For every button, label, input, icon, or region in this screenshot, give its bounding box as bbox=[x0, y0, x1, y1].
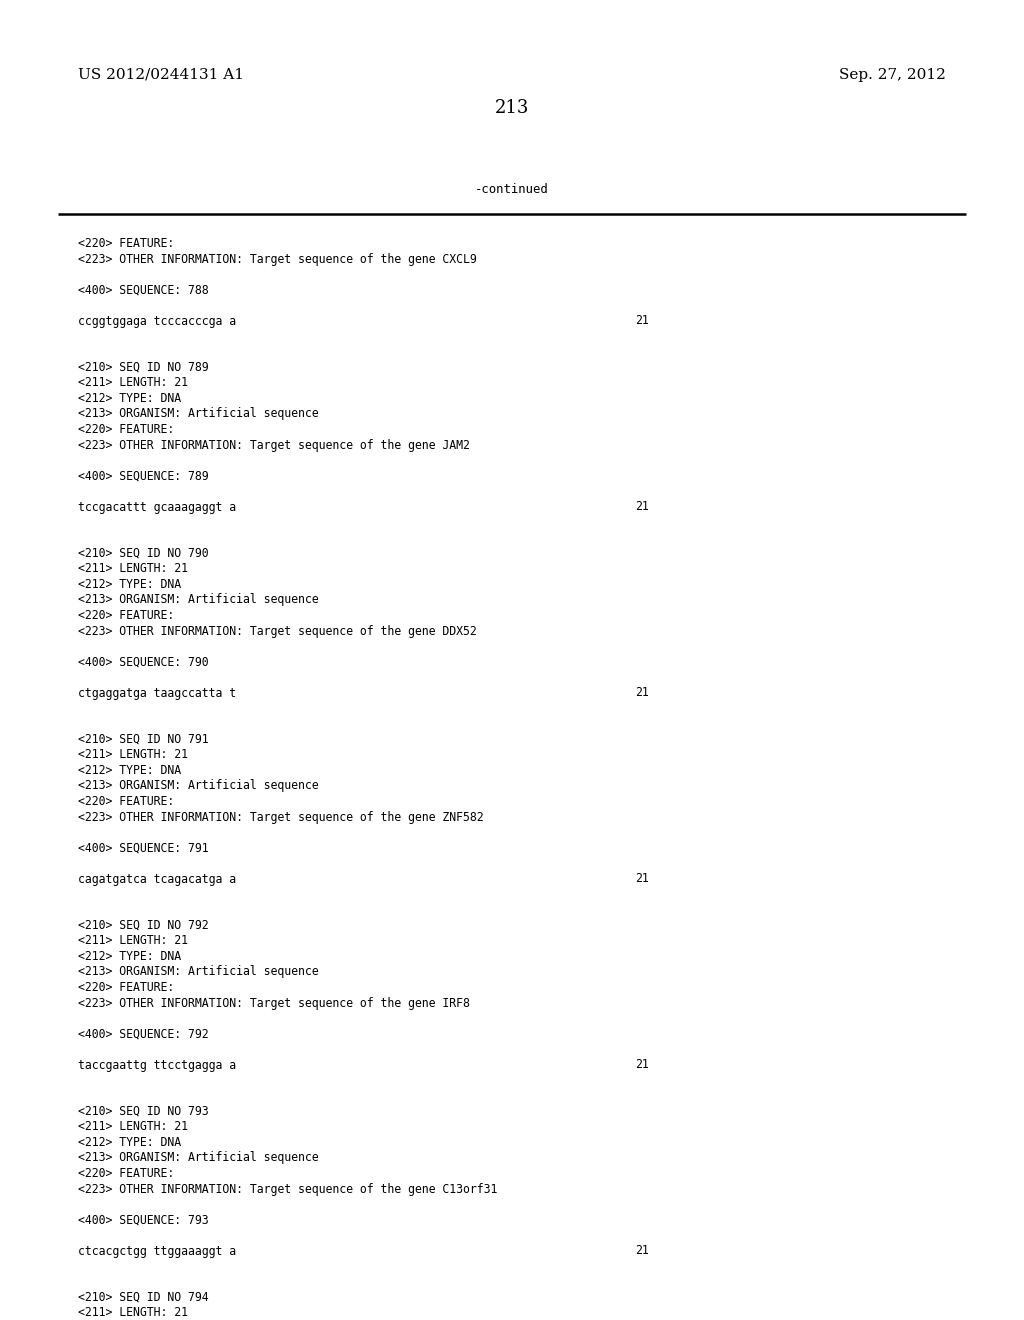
Text: <211> LENGTH: 21: <211> LENGTH: 21 bbox=[78, 376, 188, 389]
Text: <212> TYPE: DNA: <212> TYPE: DNA bbox=[78, 950, 181, 964]
Text: <220> FEATURE:: <220> FEATURE: bbox=[78, 981, 174, 994]
Text: <210> SEQ ID NO 789: <210> SEQ ID NO 789 bbox=[78, 360, 209, 374]
Text: 21: 21 bbox=[635, 686, 649, 700]
Text: <223> OTHER INFORMATION: Target sequence of the gene C13orf31: <223> OTHER INFORMATION: Target sequence… bbox=[78, 1183, 498, 1196]
Text: <212> TYPE: DNA: <212> TYPE: DNA bbox=[78, 1137, 181, 1148]
Text: 21: 21 bbox=[635, 1245, 649, 1258]
Text: <400> SEQUENCE: 791: <400> SEQUENCE: 791 bbox=[78, 842, 209, 854]
Text: <400> SEQUENCE: 790: <400> SEQUENCE: 790 bbox=[78, 656, 209, 668]
Text: tccgacattt gcaaagaggt a: tccgacattt gcaaagaggt a bbox=[78, 500, 237, 513]
Text: 21: 21 bbox=[635, 314, 649, 327]
Text: ctcacgctgg ttggaaaggt a: ctcacgctgg ttggaaaggt a bbox=[78, 1245, 237, 1258]
Text: <400> SEQUENCE: 793: <400> SEQUENCE: 793 bbox=[78, 1213, 209, 1226]
Text: -continued: -continued bbox=[475, 183, 549, 195]
Text: <400> SEQUENCE: 789: <400> SEQUENCE: 789 bbox=[78, 470, 209, 483]
Text: taccgaattg ttcctgagga a: taccgaattg ttcctgagga a bbox=[78, 1059, 237, 1072]
Text: <211> LENGTH: 21: <211> LENGTH: 21 bbox=[78, 1121, 188, 1134]
Text: <212> TYPE: DNA: <212> TYPE: DNA bbox=[78, 578, 181, 591]
Text: 21: 21 bbox=[635, 500, 649, 513]
Text: <220> FEATURE:: <220> FEATURE: bbox=[78, 609, 174, 622]
Text: <211> LENGTH: 21: <211> LENGTH: 21 bbox=[78, 562, 188, 576]
Text: ctgaggatga taagccatta t: ctgaggatga taagccatta t bbox=[78, 686, 237, 700]
Text: <210> SEQ ID NO 792: <210> SEQ ID NO 792 bbox=[78, 919, 209, 932]
Text: 21: 21 bbox=[635, 873, 649, 886]
Text: <400> SEQUENCE: 792: <400> SEQUENCE: 792 bbox=[78, 1027, 209, 1040]
Text: 21: 21 bbox=[635, 1059, 649, 1072]
Text: <212> TYPE: DNA: <212> TYPE: DNA bbox=[78, 764, 181, 777]
Text: <210> SEQ ID NO 793: <210> SEQ ID NO 793 bbox=[78, 1105, 209, 1118]
Text: <220> FEATURE:: <220> FEATURE: bbox=[78, 238, 174, 249]
Text: <211> LENGTH: 21: <211> LENGTH: 21 bbox=[78, 1307, 188, 1320]
Text: <223> OTHER INFORMATION: Target sequence of the gene CXCL9: <223> OTHER INFORMATION: Target sequence… bbox=[78, 252, 477, 265]
Text: <223> OTHER INFORMATION: Target sequence of the gene JAM2: <223> OTHER INFORMATION: Target sequence… bbox=[78, 438, 470, 451]
Text: ccggtggaga tcccacccga a: ccggtggaga tcccacccga a bbox=[78, 314, 237, 327]
Text: <212> TYPE: DNA: <212> TYPE: DNA bbox=[78, 392, 181, 405]
Text: <223> OTHER INFORMATION: Target sequence of the gene IRF8: <223> OTHER INFORMATION: Target sequence… bbox=[78, 997, 470, 1010]
Text: <213> ORGANISM: Artificial sequence: <213> ORGANISM: Artificial sequence bbox=[78, 1151, 318, 1164]
Text: <213> ORGANISM: Artificial sequence: <213> ORGANISM: Artificial sequence bbox=[78, 780, 318, 792]
Text: <211> LENGTH: 21: <211> LENGTH: 21 bbox=[78, 748, 188, 762]
Text: <210> SEQ ID NO 790: <210> SEQ ID NO 790 bbox=[78, 546, 209, 560]
Text: <210> SEQ ID NO 791: <210> SEQ ID NO 791 bbox=[78, 733, 209, 746]
Text: <213> ORGANISM: Artificial sequence: <213> ORGANISM: Artificial sequence bbox=[78, 594, 318, 606]
Text: <223> OTHER INFORMATION: Target sequence of the gene DDX52: <223> OTHER INFORMATION: Target sequence… bbox=[78, 624, 477, 638]
Text: <400> SEQUENCE: 788: <400> SEQUENCE: 788 bbox=[78, 284, 209, 297]
Text: Sep. 27, 2012: Sep. 27, 2012 bbox=[839, 69, 946, 82]
Text: <220> FEATURE:: <220> FEATURE: bbox=[78, 1167, 174, 1180]
Text: cagatgatca tcagacatga a: cagatgatca tcagacatga a bbox=[78, 873, 237, 886]
Text: <220> FEATURE:: <220> FEATURE: bbox=[78, 422, 174, 436]
Text: <213> ORGANISM: Artificial sequence: <213> ORGANISM: Artificial sequence bbox=[78, 965, 318, 978]
Text: 213: 213 bbox=[495, 99, 529, 117]
Text: <210> SEQ ID NO 794: <210> SEQ ID NO 794 bbox=[78, 1291, 209, 1304]
Text: <220> FEATURE:: <220> FEATURE: bbox=[78, 795, 174, 808]
Text: <213> ORGANISM: Artificial sequence: <213> ORGANISM: Artificial sequence bbox=[78, 408, 318, 421]
Text: <223> OTHER INFORMATION: Target sequence of the gene ZNF582: <223> OTHER INFORMATION: Target sequence… bbox=[78, 810, 483, 824]
Text: <211> LENGTH: 21: <211> LENGTH: 21 bbox=[78, 935, 188, 948]
Text: US 2012/0244131 A1: US 2012/0244131 A1 bbox=[78, 69, 244, 82]
